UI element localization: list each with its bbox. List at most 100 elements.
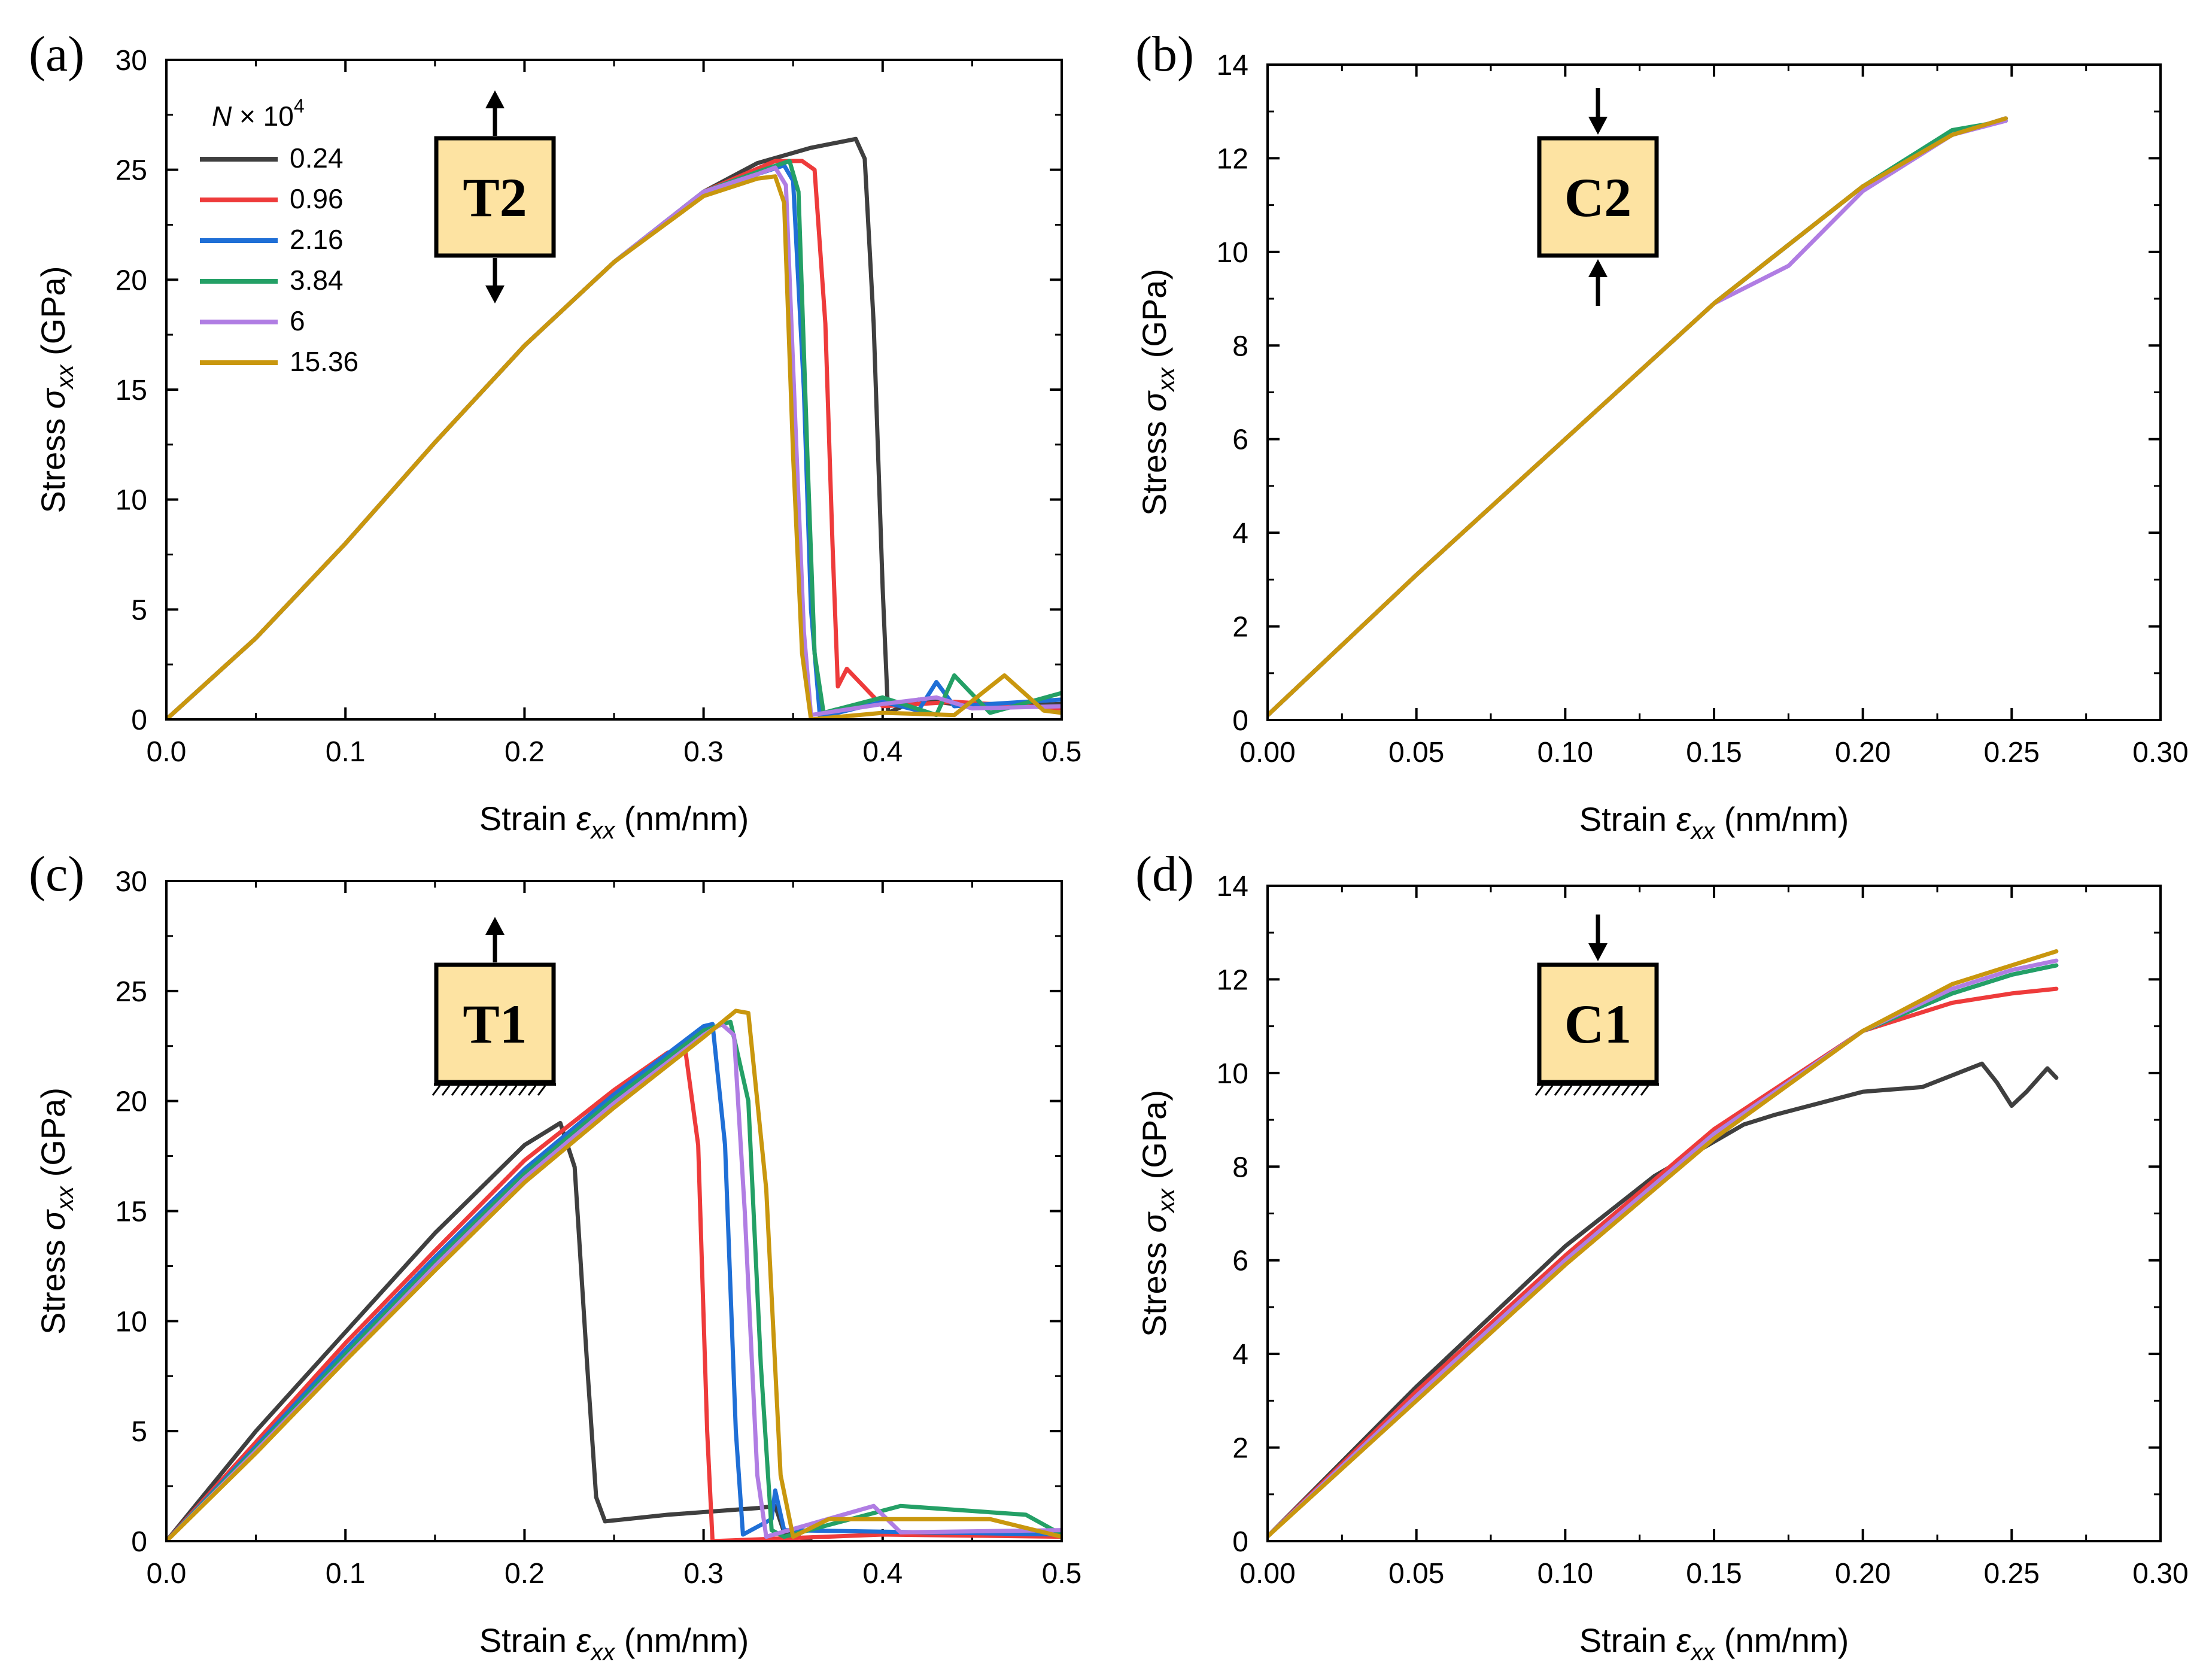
x-tick-label: 0.20 [1835,737,1891,768]
legend-label: 0.24 [290,142,344,174]
axes: 0.00 0.05 0.10 0.15 0.20 0.25 0.30 0 2 4 6 8 10 12 14 [1217,871,2189,1590]
y-tick-label: 0 [1232,1526,1248,1558]
x-axis-title: Strain εxx (nm/nm) [1579,800,1849,844]
legend-label: 2.16 [290,224,344,255]
y-axis-title: Stress σxx (GPa) [1135,1090,1180,1337]
legend-label: 15.36 [290,346,358,377]
series-line-6 [1268,958,2059,1539]
top-compression-arrow-head [1588,117,1608,135]
x-tick-label: 0.25 [1984,737,2040,768]
x-tick-label: 0.10 [1537,737,1593,768]
panel-d: (d) 0.00 0.05 0.10 0.15 0.20 0.25 0.30 0 2 4 6 8 10 12… [1135,846,2189,1666]
load-case-box [1537,962,1659,1084]
axes: 0.00 0.05 0.10 0.15 0.20 0.25 0.30 0 2 4 6 8 10 12 14 [1217,50,2189,768]
y-tick-label: 30 [116,45,147,77]
x-tick-label: 0.0 [147,1558,187,1590]
axes: 0.0 0.1 0.2 0.3 0.4 0.5 0 5 10 15 20 25 30 [116,866,1082,1590]
series-line-0_24 [166,1120,813,1541]
y-tick-label: 25 [116,976,147,1008]
x-tick-label: 0.15 [1686,1558,1742,1590]
x-axis-title: Strain εxx (nm/nm) [479,800,749,844]
y-tick-label: 15 [116,375,147,406]
top-tension-arrow-head [485,90,505,108]
y-tick-label: 6 [1232,424,1248,456]
y-axis-title: Stress σxx (GPa) [34,1087,78,1335]
x-tick-label: 0.1 [326,1558,366,1590]
series-line-0_96 [166,1050,1062,1541]
x-tick-label: 0.25 [1984,1558,2040,1590]
x-tick-label: 0.30 [2132,737,2188,768]
y-tick-label: 2 [1232,1433,1248,1465]
y-tick-label: 14 [1217,871,1248,903]
x-tick-label: 0.00 [1239,1558,1295,1590]
y-tick-label: 5 [131,594,147,626]
x-tick-label: 0.05 [1388,1558,1444,1590]
series-line-0_96 [1268,986,2059,1539]
plot-frame [1266,885,2162,1542]
bottom-tension-arrow-head [485,285,505,303]
legend-item: 0.96 [200,183,344,214]
legend-item: 3.84 [200,265,344,296]
load-case-box [1537,136,1659,258]
legend-label: 6 [290,305,305,336]
y-tick-label: 10 [1217,1058,1248,1090]
plot-frame [165,880,1063,1542]
panel-label: (d) [1135,846,1194,902]
panel-c: (c) 0.0 0.1 0.2 0.3 0.4 0.5 0 5 10 15 20 25 30 Strain … [29,846,1081,1666]
y-tick-label: 4 [1232,518,1248,549]
x-tick-label: 0.5 [1042,1558,1082,1590]
y-tick-label: 0 [1232,705,1248,737]
legend-label: 3.84 [290,265,344,296]
y-tick-label: 6 [1232,1245,1248,1277]
y-tick-label: 20 [116,1086,147,1118]
load-case-diagram: C1 [1535,915,1659,1096]
y-tick-label: 20 [116,265,147,296]
legend: N × 104 0.24 0.96 2.16 3.84 6 15.36 [200,95,358,377]
legend-label: 0.96 [290,183,344,214]
x-tick-label: 0.2 [505,736,545,768]
x-tick-label: 0.20 [1835,1558,1891,1590]
x-tick-label: 0.05 [1388,737,1444,768]
series-line-2_16 [166,1022,1062,1541]
panel-label: (a) [29,26,84,82]
series-line-15_36 [166,174,1062,719]
y-tick-label: 10 [116,485,147,517]
y-axis-title: Stress σxx (GPa) [1135,269,1180,516]
x-tick-label: 0.3 [683,736,724,768]
x-axis-title: Strain εxx (nm/nm) [479,1621,749,1666]
load-case-diagram: C2 [1537,88,1659,306]
x-axis-title: Strain εxx (nm/nm) [1579,1621,1849,1666]
y-tick-label: 8 [1232,330,1248,362]
y-tick-label: 5 [131,1416,147,1448]
x-tick-label: 0.30 [2132,1558,2188,1590]
series-line-15_36 [1268,949,2059,1539]
y-tick-label: 15 [116,1196,147,1228]
series-line-2_16 [1268,963,2059,1539]
plot-frame [1266,63,2162,721]
series-group [166,136,1062,719]
legend-title: N × 104 [212,95,305,132]
y-tick-label: 14 [1217,50,1248,81]
load-case-box [434,962,556,1084]
panel-label: (b) [1135,26,1194,82]
panel-a: (a) 0.0 0.1 0.2 0.3 0.4 0.5 0 5 10 15 20 25 30 Strain … [29,26,1081,844]
y-tick-label: 4 [1232,1339,1248,1371]
series-group [166,1008,1062,1541]
y-tick-label: 12 [1217,964,1248,996]
y-axis-title: Stress σxx (GPa) [34,266,78,514]
series-line-0_24 [1268,1061,2059,1539]
series-group [1268,116,2008,718]
fixed-support-hatch [432,1083,556,1096]
top-tension-arrow-head [485,917,505,935]
top-compression-arrow-head [1588,943,1608,961]
series-line-3_84 [1268,963,2059,1539]
load-case-diagram: T2 [434,90,556,303]
panel-b: (b) 0.00 0.05 0.10 0.15 0.20 0.25 0.30 0 2 4 6 8 10 12… [1135,26,2189,844]
x-tick-label: 0.3 [683,1558,724,1590]
panel-label: (c) [29,846,84,902]
fixed-support-hatch [1535,1083,1659,1096]
y-tick-label: 25 [116,155,147,187]
load-case-box [434,136,556,258]
legend-item: 2.16 [200,224,344,255]
y-tick-label: 2 [1232,612,1248,643]
